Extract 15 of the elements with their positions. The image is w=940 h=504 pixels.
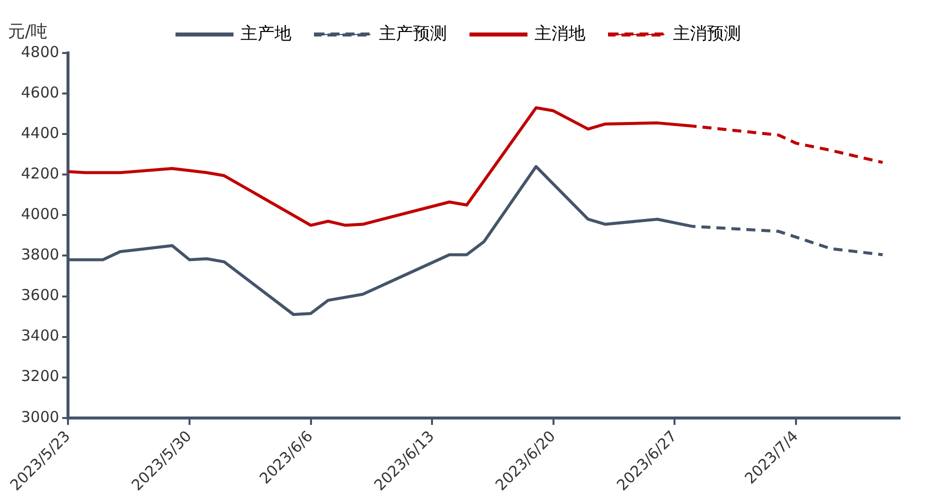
legend-label: 主产预测 <box>379 24 447 44</box>
y-tick-label: 3600 <box>20 286 60 304</box>
y-tick-label: 4400 <box>20 124 60 142</box>
legend-label: 主消预测 <box>673 24 741 44</box>
y-tick-label: 4800 <box>20 42 60 61</box>
y-tick-label: 3800 <box>20 246 60 264</box>
y-tick-label: 4600 <box>20 83 60 102</box>
y-tick-label: 3000 <box>20 408 60 426</box>
y-tick-label: 4000 <box>20 205 60 224</box>
legend-label: 主消地 <box>534 24 586 44</box>
y-tick-label: 3400 <box>20 326 60 345</box>
y-tick-label: 4200 <box>20 164 60 183</box>
y-tick-label: 3200 <box>20 367 60 386</box>
y-axis-title: 元/吨 <box>8 21 48 43</box>
legend-label: 主产地 <box>240 24 292 44</box>
